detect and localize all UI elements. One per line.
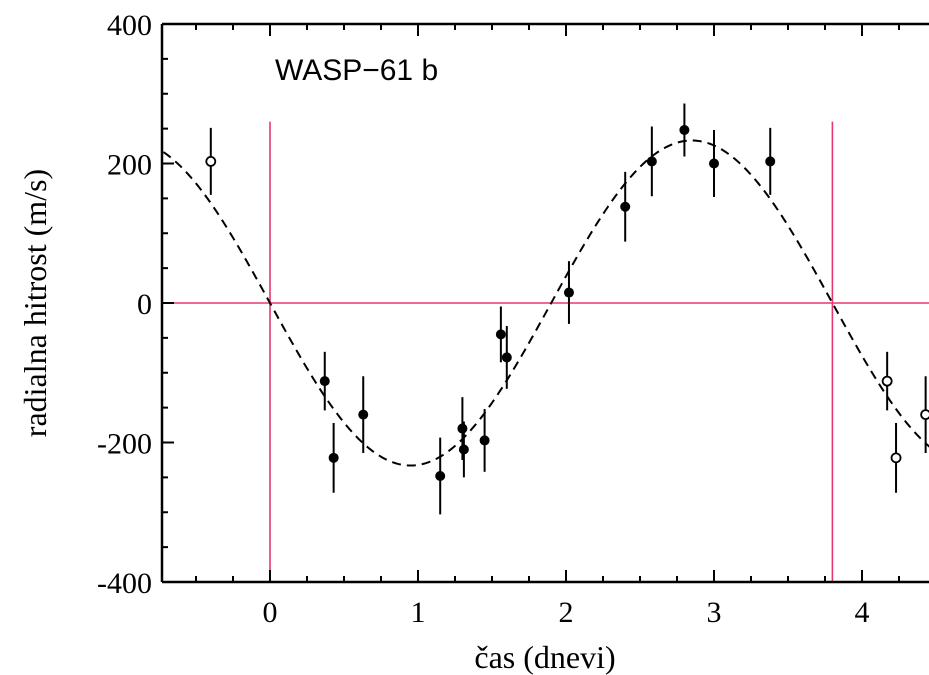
chart-title: WASP−61 b: [275, 54, 438, 87]
point-marker: [890, 452, 902, 464]
data-point: [709, 130, 719, 197]
point-marker: [205, 156, 217, 167]
data-point: [358, 376, 369, 453]
axis-ticks: [162, 23, 900, 583]
point-marker: [563, 287, 574, 298]
open-data-point: [920, 376, 929, 453]
data-point: [319, 351, 330, 411]
point-marker: [920, 409, 929, 420]
point-marker: [457, 423, 468, 434]
point-marker: [679, 125, 690, 136]
data-points: [205, 103, 929, 515]
point-marker: [620, 201, 631, 212]
point-marker: [501, 352, 512, 363]
point-marker: [646, 156, 657, 167]
y-tick-label: -400: [97, 567, 152, 600]
open-data-point: [205, 127, 217, 195]
x-tick-label: 0: [263, 596, 278, 629]
x-axis-title: čas (dnevi): [474, 639, 615, 675]
data-point: [495, 306, 506, 363]
reference-lines: [162, 121, 929, 582]
y-tick-label: 200: [107, 149, 152, 182]
point-marker: [881, 375, 893, 387]
x-tick-label: 3: [707, 596, 722, 629]
point-marker: [319, 376, 330, 387]
point-marker: [435, 470, 446, 481]
point-marker: [458, 444, 469, 455]
y-tick-label: 400: [107, 9, 152, 42]
x-tick-label: 4: [855, 596, 870, 629]
data-point: [501, 326, 512, 389]
y-tick-label: -200: [97, 428, 152, 461]
data-point: [435, 437, 446, 515]
data-point: [765, 127, 776, 195]
open-data-point: [890, 422, 902, 493]
data-point: [620, 171, 631, 242]
open-data-point: [881, 351, 893, 411]
point-marker: [709, 158, 719, 169]
axis-tick-labels: -400 -200 0 200 400 0 1 2 3 4: [97, 9, 870, 629]
data-point: [563, 261, 574, 324]
point-marker: [358, 409, 369, 420]
data-point: [479, 409, 490, 472]
x-tick-label: 2: [559, 596, 574, 629]
data-point: [646, 126, 657, 197]
point-marker: [765, 156, 776, 167]
point-marker: [495, 329, 506, 340]
model-curve: [162, 139, 929, 467]
point-marker: [328, 452, 339, 463]
y-axis-title: radialna hitrost (m/s): [17, 169, 53, 437]
point-marker: [479, 435, 490, 446]
data-point: [458, 421, 469, 478]
y-tick-label: 0: [137, 288, 152, 321]
data-point: [679, 103, 690, 157]
x-tick-label: 1: [411, 596, 426, 629]
data-point: [328, 422, 339, 493]
